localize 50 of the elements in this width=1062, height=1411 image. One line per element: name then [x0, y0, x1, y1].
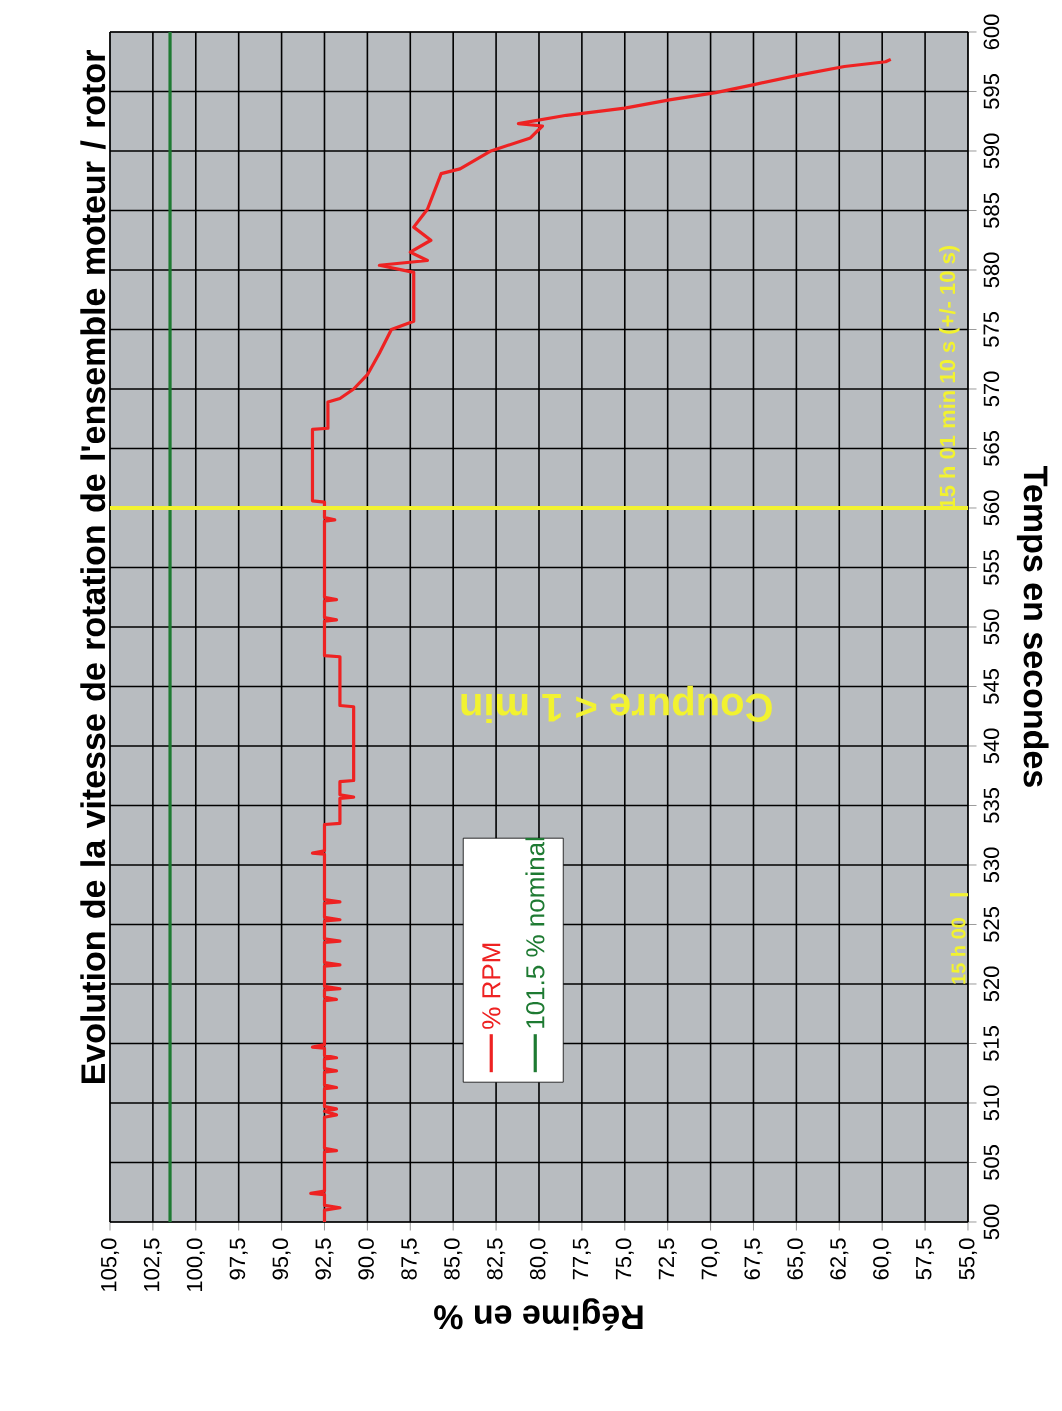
x-tick-label: 57,5 [916, 1238, 935, 1280]
x-tick-label: 85,0 [444, 1238, 463, 1280]
y-tick-label: 535 [983, 788, 1000, 823]
y-tick-label: 600 [983, 14, 1000, 50]
y-tick-label: 545 [983, 669, 999, 704]
x-tick-label: 92,5 [315, 1238, 334, 1280]
x-tick-label: 80,0 [529, 1238, 549, 1280]
x-tick-label: 95,0 [272, 1238, 291, 1280]
y-tick-label: 555 [983, 550, 999, 585]
x-tick-label: 60,0 [873, 1238, 892, 1280]
x-tick-label: 72,5 [658, 1238, 677, 1280]
y-tick-label: 570 [983, 371, 1000, 407]
y-tick-label: 560 [983, 490, 1000, 526]
text: Evolution de la vitesse de rotation de l'ensemble moteur / rotor [80, 50, 106, 1084]
x-tick-label: 90,0 [358, 1238, 377, 1280]
ref-line-label: 15 h 00 [950, 917, 966, 984]
y-tick-label: 500 [983, 1204, 1000, 1240]
y-tick-label: 525 [983, 907, 1000, 942]
x-tick-label: 102,5 [143, 1238, 162, 1291]
x-tick-label: 67,5 [744, 1238, 763, 1280]
line-series [309, 57, 893, 1224]
y-tick-label: 530 [983, 847, 1000, 883]
y-tick-label: 590 [983, 133, 1000, 169]
y-tick-label: 550 [983, 609, 1000, 645]
y-tick-label: 515 [983, 1026, 999, 1061]
y-tick-label: 580 [983, 252, 1000, 288]
x-tick-label: 100,0 [186, 1238, 205, 1291]
y-axis-title: Temps en secondes [1016, 466, 1049, 787]
x-tick-label: 97,5 [229, 1238, 248, 1280]
y-tick-label: 575 [983, 312, 999, 347]
text: % RPM [482, 943, 501, 1029]
y-tick-label: 505 [983, 1145, 1000, 1180]
text: 101.5 % nominal [525, 837, 545, 1028]
x-tick-label: 70,0 [701, 1238, 720, 1280]
x-tick-label: 55,0 [958, 1238, 978, 1280]
x-tick-label: 105,0 [100, 1238, 120, 1291]
x-tick-label: 77,5 [572, 1238, 591, 1280]
annotation: Coupure < 1 min [461, 685, 772, 723]
y-tick-label: 565 [983, 431, 1000, 466]
x-tick-label: 65,0 [787, 1238, 806, 1280]
y-tick-label: 585 [983, 193, 1000, 228]
x-tick-label: 62,5 [830, 1238, 849, 1280]
y-tick-label: 540 [983, 728, 1000, 764]
x-tick-label: 82,5 [487, 1238, 506, 1280]
x-tick-label: 87,5 [401, 1238, 420, 1280]
y-tick-label: 510 [983, 1085, 1000, 1121]
y-tick-label: 520 [983, 966, 1000, 1002]
x-axis-title: Régime en % [434, 1298, 643, 1331]
x-tick-label: 75,0 [615, 1238, 634, 1280]
y-tick-label: 595 [983, 74, 1000, 109]
